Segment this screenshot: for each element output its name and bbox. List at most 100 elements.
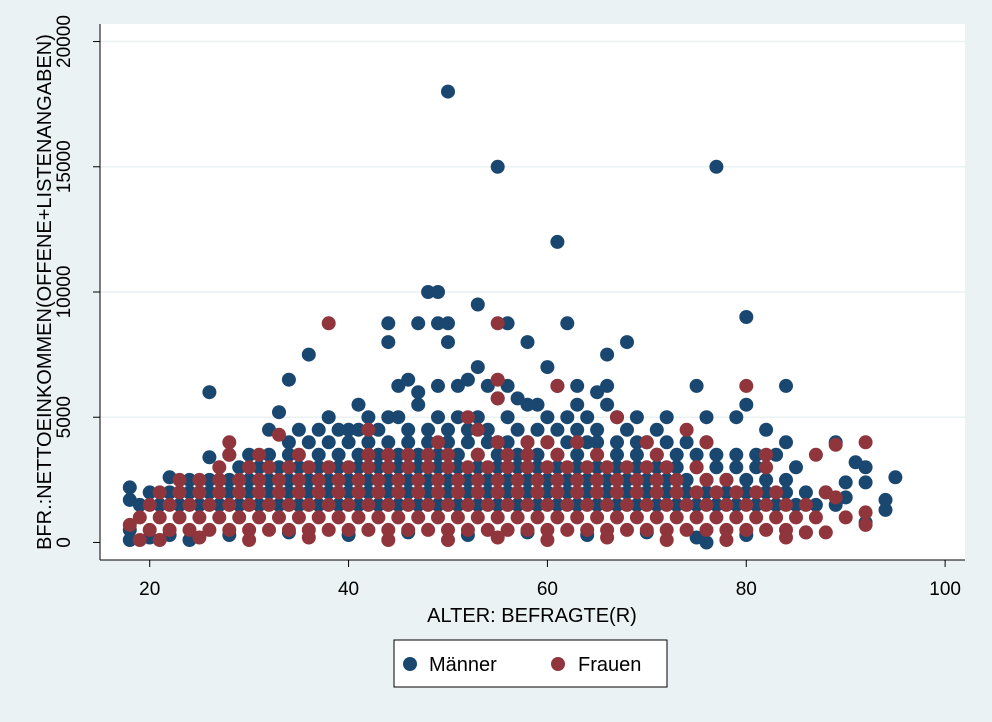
data-point — [450, 378, 465, 393]
data-point — [411, 472, 426, 487]
data-point — [252, 510, 267, 525]
data-point — [510, 485, 525, 500]
data-point — [590, 435, 605, 450]
data-point — [281, 485, 296, 500]
data-point — [590, 385, 605, 400]
data-point — [192, 472, 207, 487]
data-point — [480, 485, 495, 500]
data-point — [540, 497, 555, 512]
data-point — [739, 522, 754, 537]
data-point — [371, 485, 386, 500]
data-point — [162, 522, 177, 537]
data-point — [291, 497, 306, 512]
data-point — [689, 460, 704, 475]
data-point — [331, 447, 346, 462]
data-point — [679, 522, 694, 537]
x-tick-label: 60 — [537, 579, 558, 600]
data-point — [530, 422, 545, 437]
data-point — [709, 497, 724, 512]
data-point — [242, 460, 257, 475]
data-point — [272, 510, 286, 525]
data-point — [620, 522, 634, 537]
data-point — [520, 447, 535, 462]
legend-label-maenner: Männer — [429, 654, 497, 676]
data-point — [371, 447, 386, 462]
data-point — [441, 435, 455, 450]
data-point — [550, 378, 565, 393]
data-point — [490, 391, 505, 406]
data-point — [470, 497, 485, 512]
data-point — [689, 510, 704, 525]
data-point — [232, 510, 247, 525]
data-point — [242, 533, 257, 547]
data-point — [242, 522, 257, 537]
data-point — [510, 460, 525, 475]
data-point — [242, 497, 257, 512]
data-point — [500, 522, 515, 537]
data-point — [679, 422, 694, 437]
data-point — [450, 472, 465, 487]
data-point — [281, 472, 296, 487]
data-point — [351, 510, 366, 525]
data-point — [570, 435, 585, 450]
data-point — [311, 510, 326, 525]
data-point — [381, 533, 396, 547]
data-point — [500, 316, 515, 331]
series-frauen-points — [122, 316, 873, 547]
data-point — [699, 485, 714, 500]
data-point — [401, 460, 416, 475]
data-point — [530, 397, 545, 412]
data-point — [729, 447, 744, 462]
data-point — [232, 497, 247, 512]
data-point — [441, 485, 455, 500]
data-point — [610, 472, 624, 487]
data-point — [739, 310, 754, 324]
data-point — [341, 460, 356, 475]
data-point — [570, 497, 585, 512]
data-point — [510, 447, 525, 462]
data-point — [669, 447, 684, 462]
data-point — [600, 485, 615, 500]
data-point — [272, 485, 286, 500]
data-point — [709, 447, 724, 462]
data-point — [490, 372, 505, 387]
data-point — [450, 510, 465, 525]
data-point — [202, 450, 217, 465]
data-point — [321, 485, 336, 500]
data-point — [262, 447, 276, 462]
data-point — [570, 378, 585, 393]
y-axis-title: BFR.:NETTOEINKOMMEN(OFFENE+LISTENANGABEN… — [34, 34, 56, 550]
data-point — [749, 497, 764, 512]
data-point — [560, 460, 575, 475]
data-point — [629, 472, 644, 487]
data-point — [600, 378, 615, 393]
data-point — [659, 435, 674, 450]
data-point — [321, 316, 336, 331]
data-point — [550, 447, 565, 462]
data-point — [659, 485, 674, 500]
data-point — [361, 435, 376, 450]
data-point — [490, 159, 505, 174]
data-point — [162, 497, 177, 512]
data-point — [590, 472, 605, 487]
data-point — [222, 472, 237, 487]
data-point — [878, 502, 893, 517]
data-point — [371, 497, 386, 512]
data-point — [272, 497, 286, 512]
data-point — [570, 422, 585, 437]
legend-marker-frauen — [551, 657, 565, 671]
data-point — [431, 447, 445, 462]
data-point — [242, 447, 257, 462]
data-point — [411, 397, 426, 412]
data-point — [391, 485, 406, 500]
data-point — [779, 472, 793, 487]
data-point — [649, 510, 664, 525]
data-point — [401, 435, 416, 450]
data-point — [291, 485, 306, 500]
data-point — [620, 335, 634, 350]
data-point — [798, 525, 813, 540]
data-point — [431, 410, 445, 425]
data-point — [629, 435, 644, 450]
data-point — [659, 533, 674, 547]
data-point — [540, 360, 555, 375]
